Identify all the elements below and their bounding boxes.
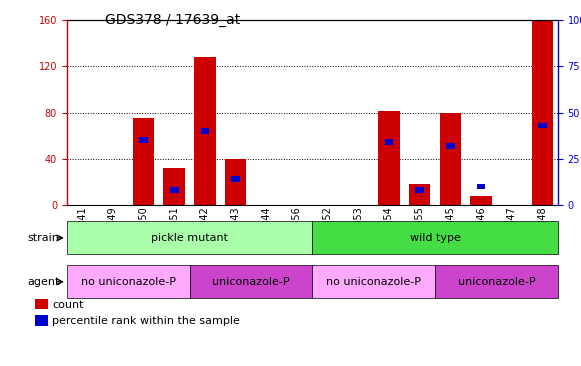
Text: no uniconazole-P: no uniconazole-P xyxy=(326,277,421,287)
Bar xyxy=(440,113,461,205)
Bar xyxy=(409,184,431,205)
Bar xyxy=(225,159,246,205)
Bar xyxy=(231,176,240,182)
Bar xyxy=(133,118,155,205)
Text: count: count xyxy=(52,299,84,310)
Bar xyxy=(67,265,189,298)
Text: uniconazole-P: uniconazole-P xyxy=(458,277,535,287)
Bar xyxy=(170,187,178,193)
Text: no uniconazole-P: no uniconazole-P xyxy=(81,277,175,287)
Bar xyxy=(163,168,185,205)
Text: pickle mutant: pickle mutant xyxy=(151,233,228,243)
Bar xyxy=(385,139,393,145)
Text: strain: strain xyxy=(27,233,59,243)
Bar xyxy=(313,265,435,298)
Bar xyxy=(378,111,400,205)
Bar xyxy=(435,265,558,298)
Bar xyxy=(67,221,313,254)
Bar xyxy=(470,196,492,205)
Bar xyxy=(538,123,547,128)
Text: uniconazole-P: uniconazole-P xyxy=(212,277,290,287)
Bar xyxy=(139,137,148,143)
Text: agent: agent xyxy=(27,277,59,287)
Text: wild type: wild type xyxy=(410,233,461,243)
Bar xyxy=(446,143,455,149)
Bar xyxy=(532,20,553,205)
Bar xyxy=(189,265,313,298)
Bar xyxy=(313,221,558,254)
Bar xyxy=(477,184,485,189)
Text: percentile rank within the sample: percentile rank within the sample xyxy=(52,316,240,326)
Bar xyxy=(415,187,424,193)
Bar xyxy=(194,57,216,205)
Text: GDS378 / 17639_at: GDS378 / 17639_at xyxy=(105,13,240,27)
Bar xyxy=(200,128,209,134)
